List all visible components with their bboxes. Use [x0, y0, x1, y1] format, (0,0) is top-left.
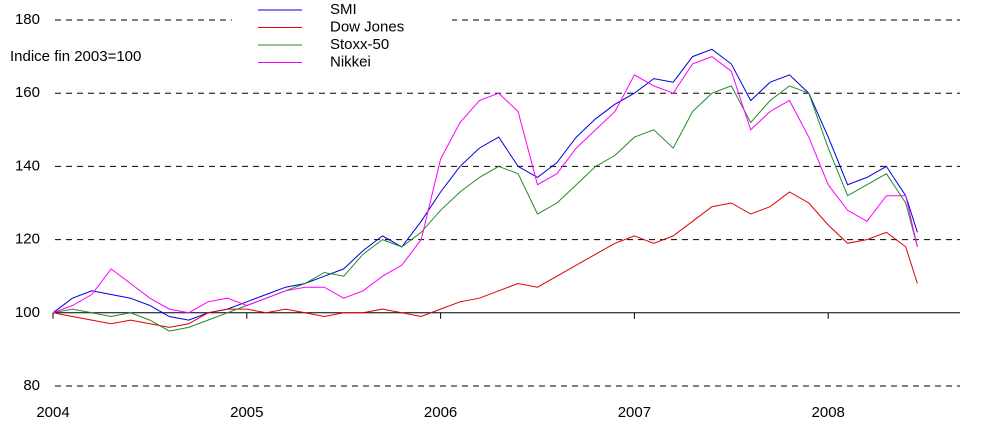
- legend-label: SMI: [330, 1, 357, 18]
- x-tick-label: 2005: [230, 404, 263, 421]
- annotation: Indice fin 2003=100: [10, 48, 141, 65]
- y-tick-label: 80: [23, 377, 40, 394]
- x-tick-label: 2004: [36, 404, 69, 421]
- series-line: [52, 191, 918, 328]
- x-tick-label: 2007: [618, 404, 651, 421]
- y-tick-label: 180: [15, 11, 40, 28]
- y-tick-label: 120: [15, 231, 40, 248]
- series-line: [52, 48, 918, 321]
- y-tick-label: 140: [15, 157, 40, 174]
- legend-label: Dow Jones: [330, 18, 404, 35]
- legend-label: Nikkei: [330, 53, 371, 70]
- y-tick-label: 100: [15, 304, 40, 321]
- x-tick-label: 2008: [812, 404, 845, 421]
- legend-background: [232, 0, 452, 78]
- legend-label: Stoxx-50: [330, 36, 389, 53]
- x-tick-label: 2006: [424, 404, 457, 421]
- series-line: [52, 85, 918, 332]
- y-tick-label: 160: [15, 84, 40, 101]
- series-line: [52, 56, 918, 314]
